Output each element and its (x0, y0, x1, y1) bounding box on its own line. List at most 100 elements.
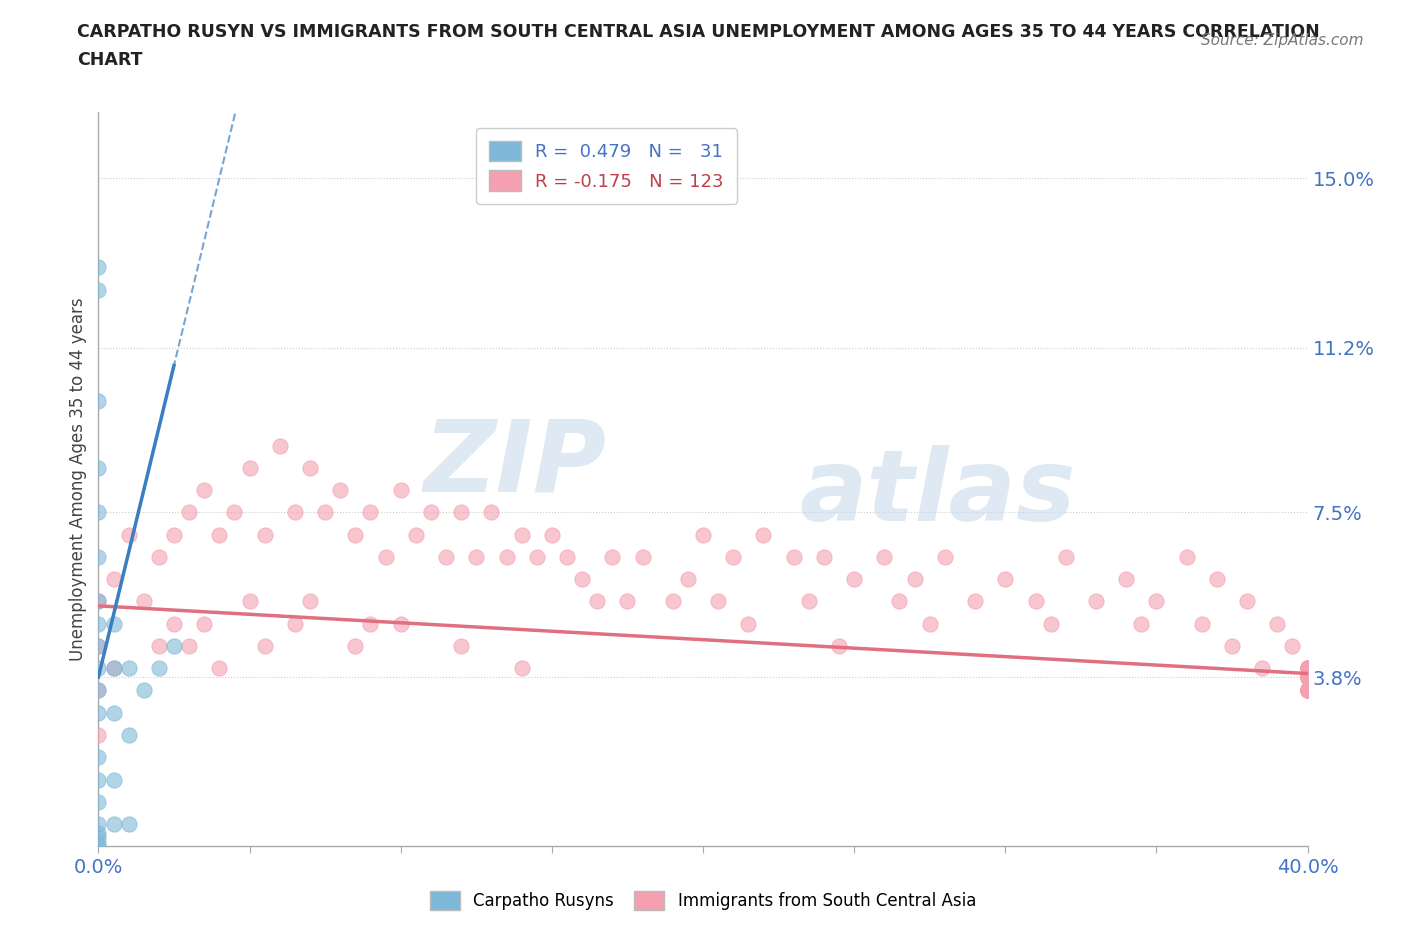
Point (797, 594, 820, 609)
Point (873, 550, 896, 565)
Point (844, 572, 866, 587)
Point (239, 594, 262, 609)
Legend: R =  0.479   N =   31, R = -0.175   N = 123: R = 0.479 N = 31, R = -0.175 N = 123 (475, 128, 737, 204)
Point (723, 550, 745, 565)
Point (1296, 670, 1319, 684)
Point (1085, 594, 1108, 609)
Point (118, 817, 141, 831)
Point (1281, 639, 1303, 654)
Point (1296, 660, 1319, 675)
Point (1296, 670, 1319, 684)
Point (1296, 660, 1319, 675)
Point (1144, 594, 1167, 609)
Point (87, 639, 110, 654)
Point (87, 750, 110, 764)
Point (1267, 617, 1289, 631)
Point (889, 594, 911, 609)
Point (87, 617, 110, 631)
Point (1296, 660, 1319, 675)
Point (1296, 683, 1319, 698)
Point (163, 617, 186, 631)
Point (1054, 550, 1077, 565)
Legend: Carpatho Rusyns, Immigrants from South Central Asia: Carpatho Rusyns, Immigrants from South C… (423, 884, 983, 917)
Point (1296, 660, 1319, 675)
Text: ZIP: ZIP (423, 416, 606, 512)
Point (661, 594, 683, 609)
Point (87, 283, 110, 298)
Point (1296, 660, 1319, 675)
Point (934, 550, 956, 565)
Point (602, 550, 624, 565)
Point (994, 572, 1017, 587)
Point (1296, 660, 1319, 675)
Point (208, 660, 231, 675)
Point (1296, 683, 1319, 698)
Point (828, 639, 851, 654)
Text: Source: ZipAtlas.com: Source: ZipAtlas.com (1201, 33, 1364, 47)
Point (1296, 670, 1319, 684)
Point (299, 460, 322, 475)
Point (1296, 670, 1319, 684)
Point (1296, 683, 1319, 698)
Y-axis label: Unemployment Among Ages 35 to 44 years: Unemployment Among Ages 35 to 44 years (69, 298, 87, 660)
Point (1296, 683, 1319, 698)
Point (555, 550, 578, 565)
Point (1296, 670, 1319, 684)
Point (1296, 683, 1319, 698)
Point (284, 505, 307, 520)
Point (1296, 660, 1319, 675)
Point (965, 594, 987, 609)
Point (1296, 683, 1319, 698)
Point (87, 505, 110, 520)
Point (87, 260, 110, 275)
Point (87, 660, 110, 675)
Point (1296, 683, 1319, 698)
Point (208, 527, 231, 542)
Point (1296, 660, 1319, 675)
Point (299, 594, 322, 609)
Point (314, 505, 336, 520)
Point (540, 527, 562, 542)
Point (465, 550, 488, 565)
Point (87, 772, 110, 787)
Point (148, 639, 170, 654)
Point (737, 617, 759, 631)
Point (405, 527, 427, 542)
Point (87, 594, 110, 609)
Point (87, 826, 110, 841)
Point (495, 550, 517, 565)
Point (420, 505, 443, 520)
Point (481, 505, 503, 520)
Text: CHART: CHART (77, 51, 143, 69)
Text: CARPATHO RUSYN VS IMMIGRANTS FROM SOUTH CENTRAL ASIA UNEMPLOYMENT AMONG AGES 35 : CARPATHO RUSYN VS IMMIGRANTS FROM SOUTH … (77, 23, 1320, 41)
Point (1220, 639, 1243, 654)
Point (389, 483, 412, 498)
Point (616, 594, 638, 609)
Point (1296, 670, 1319, 684)
Point (510, 527, 533, 542)
Point (132, 683, 155, 698)
Point (87, 683, 110, 698)
Point (1296, 683, 1319, 698)
Point (1251, 660, 1274, 675)
Point (1206, 572, 1229, 587)
Text: atlas: atlas (800, 445, 1076, 542)
Point (87, 683, 110, 698)
Point (179, 505, 201, 520)
Point (1296, 670, 1319, 684)
Point (1039, 617, 1062, 631)
Point (526, 550, 548, 565)
Point (707, 594, 730, 609)
Point (103, 772, 125, 787)
Point (103, 617, 125, 631)
Point (239, 460, 262, 475)
Point (179, 639, 201, 654)
Point (1236, 594, 1258, 609)
Point (813, 550, 835, 565)
Point (87, 817, 110, 831)
Point (374, 550, 396, 565)
Point (284, 617, 307, 631)
Point (87, 393, 110, 408)
Point (87, 639, 110, 654)
Point (87, 460, 110, 475)
